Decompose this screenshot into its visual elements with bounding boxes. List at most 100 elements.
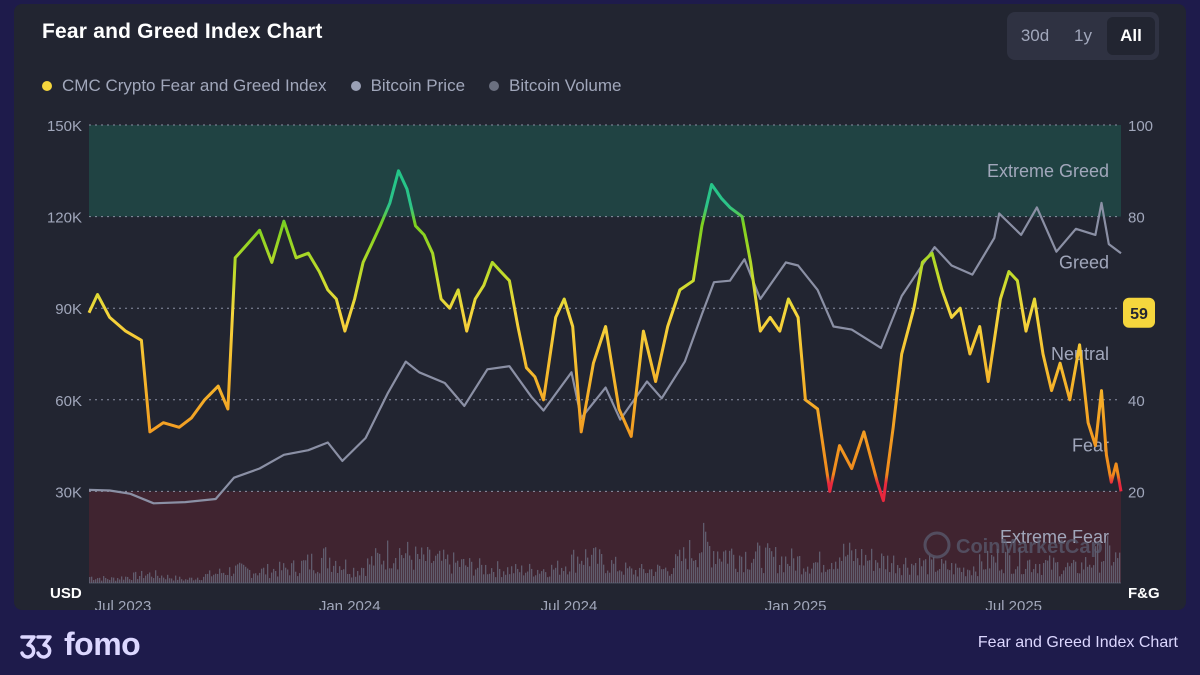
volume-bar: [513, 573, 515, 583]
volume-bar: [483, 574, 485, 583]
zone-band-extreme-greed: [89, 125, 1121, 217]
volume-bar: [953, 574, 955, 583]
volume-bar: [463, 558, 465, 583]
volume-bar: [407, 541, 409, 583]
volume-bar: [1091, 567, 1093, 583]
volume-bar: [719, 558, 721, 583]
volume-bar: [745, 551, 747, 583]
volume-bar: [997, 548, 999, 583]
volume-bar: [95, 579, 97, 583]
volume-bar: [683, 547, 685, 583]
volume-bar: [935, 571, 937, 583]
volume-bar: [525, 572, 527, 583]
volume-bar: [597, 563, 599, 583]
right-axis-tick-label: 20: [1128, 484, 1145, 501]
volume-bar: [729, 550, 731, 583]
legend-bitcoin-volume[interactable]: Bitcoin Volume: [489, 76, 622, 96]
volume-bar: [973, 566, 975, 583]
brand[interactable]: fomo: [16, 626, 141, 663]
volume-bar: [219, 568, 221, 583]
volume-bar: [215, 573, 217, 583]
volume-bar: [307, 554, 309, 583]
volume-bar: [775, 547, 777, 583]
volume-bar: [673, 568, 675, 583]
volume-bar: [1105, 541, 1107, 583]
volume-bar: [959, 567, 961, 583]
volume-bar: [153, 578, 155, 583]
right-axis-tick-label: 80: [1128, 210, 1145, 227]
volume-bar: [1017, 566, 1019, 583]
volume-bar: [1095, 546, 1097, 583]
legend-label-bitcoin-price: Bitcoin Price: [370, 76, 466, 95]
volume-bar: [641, 564, 643, 583]
volume-bar: [393, 563, 395, 583]
volume-bar: [611, 560, 613, 583]
volume-bar: [1067, 562, 1069, 583]
volume-bar: [869, 560, 871, 583]
volume-bar: [183, 580, 185, 583]
volume-bar: [591, 554, 593, 583]
volume-bar: [957, 567, 959, 583]
volume-bar: [1043, 562, 1045, 583]
volume-bar: [305, 560, 307, 583]
range-1y-button[interactable]: 1y: [1074, 26, 1092, 45]
volume-bar: [1089, 564, 1091, 583]
volume-bar: [749, 569, 751, 583]
volume-bar: [925, 559, 927, 583]
volume-bar: [243, 564, 245, 583]
volume-bar: [795, 570, 797, 583]
legend-bitcoin-price[interactable]: Bitcoin Price: [350, 76, 466, 96]
volume-bar: [1073, 559, 1075, 583]
volume-bar: [285, 567, 287, 583]
volume-bar: [553, 569, 555, 583]
volume-bar: [699, 553, 701, 583]
volume-bar: [137, 579, 139, 583]
volume-bar: [471, 561, 473, 583]
volume-bar: [329, 557, 331, 583]
volume-bar: [301, 560, 303, 583]
volume-bar: [873, 570, 875, 583]
volume-bar: [637, 576, 639, 583]
volume-bar: [707, 541, 709, 583]
volume-bar: [453, 552, 455, 583]
volume-bar: [897, 565, 899, 583]
volume-bar: [529, 563, 531, 583]
volume-bar: [885, 569, 887, 583]
legend-label-bitcoin-volume: Bitcoin Volume: [509, 76, 622, 95]
volume-bar: [311, 553, 313, 583]
volume-bar: [135, 571, 137, 583]
volume-bar: [785, 556, 787, 583]
volume-bar: [743, 572, 745, 583]
volume-bar: [317, 571, 319, 583]
volume-bar: [303, 560, 305, 583]
volume-bar: [645, 573, 647, 583]
volume-bar: [607, 570, 609, 583]
volume-bar: [427, 546, 429, 583]
volume-bar: [585, 549, 587, 583]
volume-bar: [383, 560, 385, 583]
volume-bar: [299, 573, 301, 583]
volume-bar: [1015, 569, 1017, 583]
volume-bar: [117, 578, 119, 583]
volume-bar: [915, 562, 917, 583]
legend-fear-greed[interactable]: CMC Crypto Fear and Greed Index: [42, 76, 327, 96]
volume-bar: [951, 562, 953, 583]
volume-bar: [261, 568, 263, 583]
volume-bar: [793, 558, 795, 583]
volume-bar: [477, 567, 479, 583]
chart-legend: CMC Crypto Fear and Greed Index Bitcoin …: [42, 76, 622, 96]
volume-bar: [1113, 562, 1115, 583]
volume-bar: [319, 573, 321, 583]
volume-bar: [241, 563, 243, 583]
range-30d-button[interactable]: 30d: [1020, 26, 1050, 45]
volume-bar: [455, 562, 457, 583]
volume-bar: [587, 557, 589, 583]
volume-bar: [197, 577, 199, 583]
volume-bar: [309, 569, 311, 583]
range-all-button[interactable]: All: [1107, 17, 1155, 55]
volume-bar: [987, 550, 989, 583]
volume-bar: [685, 558, 687, 583]
volume-bar: [581, 560, 583, 583]
volume-bar: [999, 570, 1001, 583]
